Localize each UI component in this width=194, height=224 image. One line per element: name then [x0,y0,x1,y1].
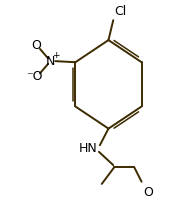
Text: +: + [52,51,60,60]
Text: Cl: Cl [114,5,126,18]
Text: O: O [143,186,153,199]
Text: O: O [32,39,42,52]
Text: N: N [46,55,55,68]
Text: ⁻O: ⁻O [26,70,43,83]
Text: HN: HN [78,142,97,155]
